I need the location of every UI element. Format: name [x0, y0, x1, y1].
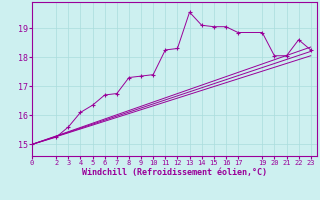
X-axis label: Windchill (Refroidissement éolien,°C): Windchill (Refroidissement éolien,°C)	[82, 168, 267, 177]
